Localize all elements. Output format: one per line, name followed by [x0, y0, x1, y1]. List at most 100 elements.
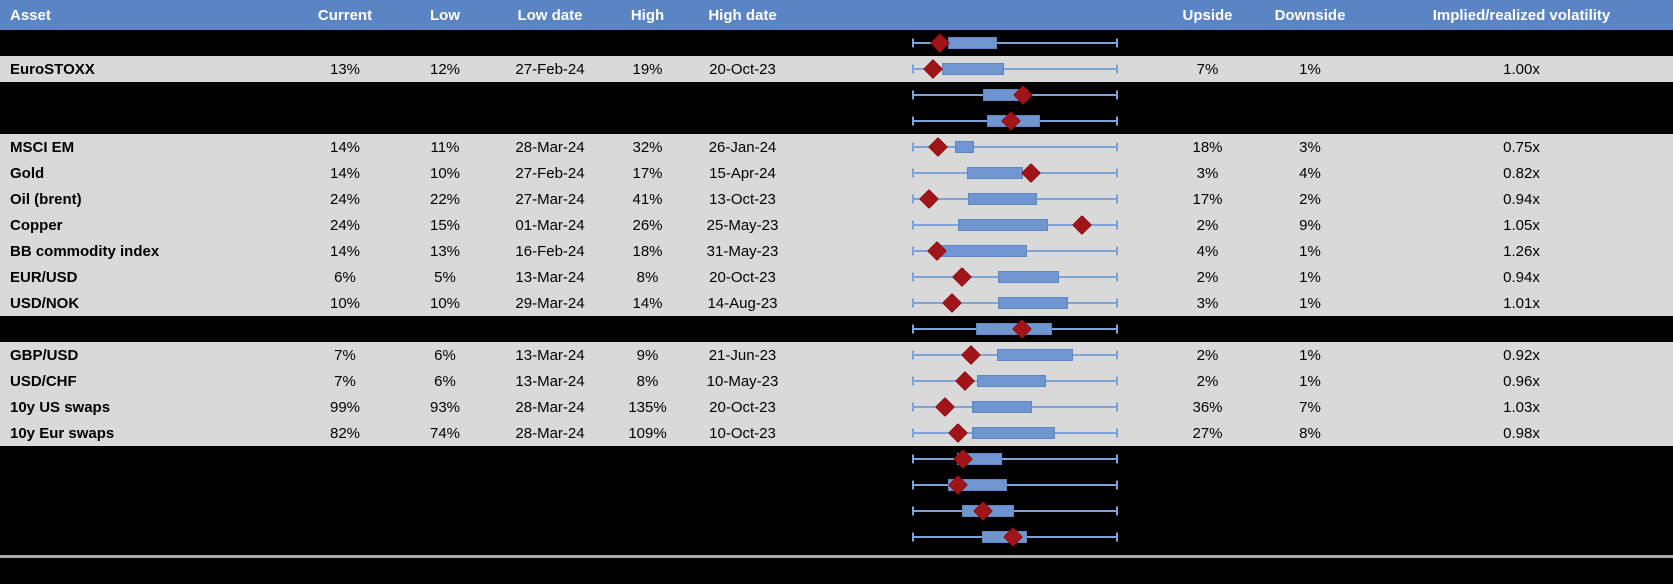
whisker-cap-right-icon: [1116, 350, 1118, 360]
implied-realized-vol-cell: [1370, 82, 1673, 108]
range-boxplot: [800, 446, 1165, 472]
implied-realized-vol-cell: [1370, 446, 1673, 472]
upside-cell: [1165, 498, 1250, 524]
range-boxplot: [800, 264, 1165, 290]
whisker-cap-right-icon: [1116, 376, 1118, 386]
interquartile-box: [941, 63, 1004, 75]
whisker-cap-right-icon: [1116, 454, 1118, 464]
low-date-cell: 28-Mar-24: [515, 424, 585, 442]
boxplot-plot-area: [912, 342, 1118, 368]
implied-realized-vol-cell: 1.01x: [1503, 294, 1540, 312]
whisker-cap-left-icon: [912, 64, 914, 74]
table-row: Oil (brent) 24% 22% 27-Mar-24 41% 13-Oct…: [0, 186, 1673, 212]
marker-diamond-icon: [935, 397, 955, 417]
low-date-cell: [490, 498, 610, 524]
asset-cell: EUR/USD: [10, 268, 78, 286]
high-date-cell: 15-Apr-24: [709, 164, 776, 182]
upside-cell: 27%: [1192, 424, 1223, 442]
boxplot-plot-area: [912, 212, 1118, 238]
low-cell: 10%: [429, 294, 461, 312]
low-date-cell: [490, 472, 610, 498]
downside-cell: [1250, 30, 1370, 56]
whisker-cap-right-icon: [1116, 194, 1118, 204]
table-row: 10y US swaps 99% 93% 28-Mar-24 135% 20-O…: [0, 394, 1673, 420]
table-row: USD/CHF 7% 6% 13-Mar-24 8% 10-May-23 2% …: [0, 368, 1673, 394]
low-cell: 6%: [434, 372, 456, 390]
whisker-cap-left-icon: [912, 168, 914, 178]
low-cell: 74%: [429, 424, 461, 442]
asset-cell: [0, 472, 290, 498]
low-cell: 12%: [429, 60, 461, 78]
whisker-cap-right-icon: [1116, 220, 1118, 230]
whisker-cap-left-icon: [912, 402, 914, 412]
high-date-cell: [685, 82, 800, 108]
low-cell: 11%: [430, 138, 460, 156]
table-row: USD/NOK 10% 10% 29-Mar-24 14% 14-Aug-23 …: [0, 290, 1673, 316]
high-date-cell: 20-Oct-23: [709, 60, 776, 78]
boxplot-plot-area: [912, 420, 1118, 446]
whisker-line: [913, 146, 1117, 148]
downside-cell: [1250, 446, 1370, 472]
marker-diamond-icon: [955, 371, 975, 391]
marker-diamond-icon: [961, 345, 981, 365]
high-cell: [610, 30, 685, 56]
low-date-cell: 13-Mar-24: [515, 268, 585, 286]
high-date-cell: 10-May-23: [706, 372, 779, 390]
whisker-cap-left-icon: [912, 298, 914, 308]
high-date-cell: [685, 30, 800, 56]
high-cell: [610, 524, 685, 550]
whisker-cap-right-icon: [1116, 428, 1118, 438]
upside-cell: 7%: [1196, 60, 1219, 78]
low-cell: [400, 30, 490, 56]
high-cell: 17%: [632, 164, 663, 182]
high-cell: [610, 316, 685, 342]
boxplot-plot-area: [912, 394, 1118, 420]
range-boxplot: [800, 316, 1165, 342]
implied-realized-vol-cell: 1.00x: [1503, 60, 1540, 78]
range-boxplot: [800, 524, 1165, 550]
whisker-cap-left-icon: [912, 38, 914, 48]
high-date-cell: 20-Oct-23: [709, 398, 776, 416]
implied-realized-vol-cell: 0.94x: [1503, 190, 1540, 208]
low-cell: [400, 108, 490, 134]
low-cell: [400, 472, 490, 498]
implied-realized-vol-cell: 1.03x: [1503, 398, 1540, 416]
table-row: MSCI EM 14% 11% 28-Mar-24 32% 26-Jan-24 …: [0, 134, 1673, 160]
boxplot-plot-area: [912, 238, 1118, 264]
asset-cell: BB commodity index: [10, 242, 160, 260]
whisker-cap-right-icon: [1116, 168, 1118, 178]
low-cell: [400, 524, 490, 550]
low-date-cell: [490, 316, 610, 342]
asset-cell: [0, 30, 290, 56]
high-cell: 19%: [632, 60, 663, 78]
marker-diamond-icon: [1072, 215, 1092, 235]
whisker-cap-left-icon: [912, 532, 914, 542]
chart-row: [0, 472, 1673, 498]
marker-diamond-icon: [948, 423, 968, 443]
current-cell: 82%: [329, 424, 361, 442]
table-row: EuroSTOXX 13% 12% 27-Feb-24 19% 20-Oct-2…: [0, 56, 1673, 82]
asset-cell: [0, 524, 290, 550]
upside-cell: 2%: [1196, 216, 1219, 234]
high-cell: 135%: [628, 398, 667, 416]
low-cell: 15%: [429, 216, 461, 234]
whisker-cap-right-icon: [1116, 272, 1118, 282]
downside-cell: 1%: [1299, 60, 1321, 78]
asset-cell: USD/NOK: [10, 294, 80, 312]
range-boxplot: [800, 394, 1165, 420]
downside-cell: 7%: [1299, 398, 1321, 416]
high-cell: 109%: [628, 424, 667, 442]
upside-cell: [1165, 472, 1250, 498]
whisker-cap-left-icon: [912, 480, 914, 490]
implied-realized-vol-cell: [1370, 30, 1673, 56]
boxplot-plot-area: [912, 524, 1118, 550]
low-date-cell: 01-Mar-24: [515, 216, 585, 234]
boxplot-plot-area: [912, 264, 1118, 290]
implied-realized-vol-cell: 0.92x: [1503, 346, 1540, 364]
upside-cell: [1165, 446, 1250, 472]
whisker-cap-left-icon: [912, 506, 914, 516]
high-date-cell: [685, 446, 800, 472]
asset-cell: Oil (brent): [10, 190, 82, 208]
asset-cell: [0, 82, 290, 108]
current-cell: [290, 524, 400, 550]
